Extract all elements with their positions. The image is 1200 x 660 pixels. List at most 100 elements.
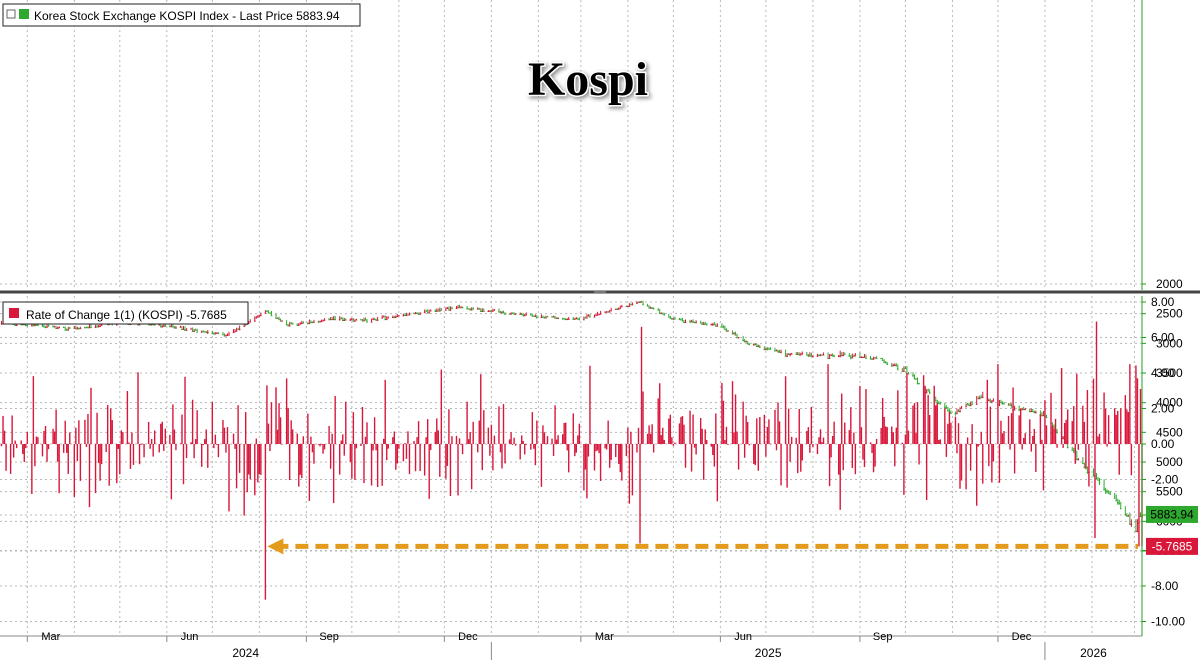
price-candle: [310, 320, 312, 324]
price-candle: [513, 312, 515, 315]
price-candle: [531, 313, 534, 317]
roc-bar: [413, 440, 415, 444]
roc-bar: [270, 402, 273, 444]
roc-bar: [574, 444, 576, 457]
roc-y-tick-label: -2.00: [1151, 473, 1179, 487]
roc-bar: [141, 443, 144, 445]
roc-bar: [477, 444, 479, 453]
price-candle: [458, 304, 461, 309]
price-candle: [843, 352, 846, 355]
roc-bar: [891, 426, 893, 444]
roc-bar: [1104, 408, 1107, 444]
price-candle: [407, 313, 409, 316]
price-candle: [234, 329, 236, 333]
price-y-tick-label: 2000: [1156, 277, 1183, 291]
price-candle: [313, 319, 315, 323]
price-candle: [232, 329, 235, 334]
roc-bar: [798, 409, 800, 444]
roc-bar: [455, 435, 458, 444]
roc-bar: [812, 444, 814, 448]
roc-bar: [354, 444, 356, 480]
roc-bar: [396, 444, 399, 464]
roc-bar: [595, 444, 597, 452]
price-candle: [998, 399, 1001, 407]
roc-bar: [508, 439, 511, 444]
roc-y-tick-label: 6.00: [1151, 331, 1175, 345]
roc-bar: [150, 439, 153, 444]
roc-bar: [631, 444, 634, 496]
price-candle: [501, 310, 503, 314]
price-candle: [1075, 450, 1078, 461]
roc-bar: [954, 416, 957, 444]
price-candle: [778, 349, 781, 353]
roc-bar: [440, 369, 443, 444]
price-candle: [200, 330, 203, 333]
price-candle: [522, 313, 525, 317]
price-candle: [1056, 429, 1058, 434]
price-candle: [264, 310, 267, 314]
roc-bar: [1054, 418, 1057, 444]
price-candle: [692, 319, 694, 324]
price-candle: [466, 305, 468, 310]
roc-bar: [425, 437, 427, 444]
x-tick-label: Mar: [595, 631, 614, 643]
roc-bar: [979, 444, 981, 445]
roc-bar: [22, 444, 24, 454]
roc-bar: [472, 421, 474, 444]
roc-bar: [392, 437, 394, 444]
price-candle: [173, 326, 176, 329]
price-candle: [205, 331, 208, 334]
price-candle: [1071, 446, 1074, 451]
price-candle: [405, 312, 408, 317]
roc-bar: [986, 379, 989, 444]
roc-bar: [204, 439, 206, 444]
roc-bar: [786, 444, 788, 488]
roc-bar: [886, 427, 888, 444]
price-candle: [895, 363, 898, 367]
roc-bar: [257, 444, 259, 483]
price-candle: [52, 325, 54, 328]
price-candle: [1139, 512, 1142, 518]
price-candle: [1124, 506, 1127, 516]
price-candle: [275, 313, 277, 319]
price-candle: [307, 322, 309, 325]
price-candle: [837, 355, 840, 358]
price-candle: [831, 353, 834, 357]
roc-bar: [599, 444, 602, 482]
price-legend-collapse-icon[interactable]: [6, 9, 16, 19]
price-candle: [956, 408, 958, 415]
price-candle: [1130, 519, 1133, 527]
roc-bar: [451, 436, 453, 444]
roc-bar: [1060, 368, 1063, 444]
price-candle: [807, 354, 810, 358]
price-candle: [476, 307, 479, 310]
roc-bar: [222, 420, 224, 444]
roc-bar: [809, 444, 811, 453]
roc-bar: [557, 435, 559, 444]
roc-bar: [874, 444, 876, 467]
roc-bar: [947, 423, 949, 444]
roc-bar: [317, 444, 320, 445]
price-candle: [957, 409, 960, 412]
roc-bar: [598, 444, 600, 454]
roc-bar: [116, 444, 118, 484]
roc-bar: [170, 444, 173, 500]
price-candle: [387, 316, 390, 319]
roc-bar: [1035, 444, 1037, 472]
price-candle: [1118, 499, 1121, 505]
roc-bar: [483, 410, 485, 444]
roc-bar: [844, 422, 846, 444]
roc-bar: [143, 444, 145, 458]
roc-bar: [819, 429, 822, 444]
price-candle: [393, 315, 396, 319]
price-candle: [181, 326, 183, 330]
roc-bar: [997, 364, 999, 444]
price-candle: [883, 359, 885, 364]
roc-bar: [290, 420, 292, 444]
price-candle: [375, 318, 377, 321]
roc-bar: [416, 437, 418, 444]
price-candle: [396, 314, 399, 318]
price-candle: [699, 320, 702, 324]
price-candle: [366, 319, 368, 323]
roc-bar: [778, 421, 781, 444]
